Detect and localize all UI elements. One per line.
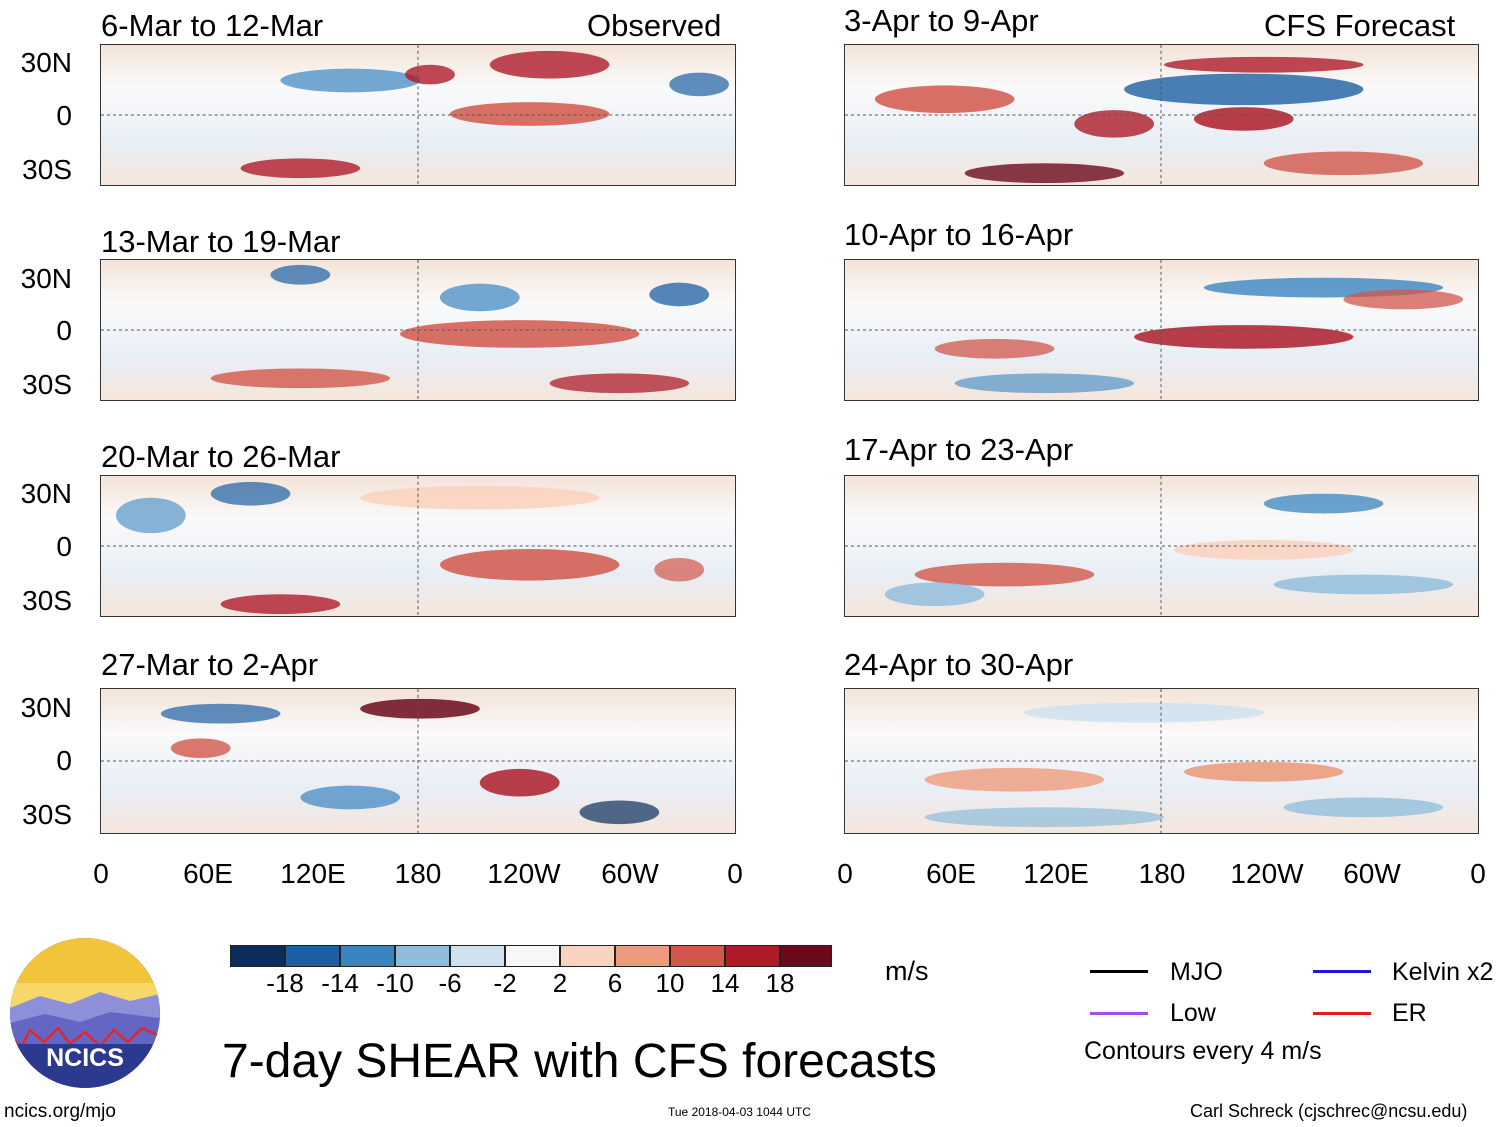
map-panel-obs-1	[100, 44, 736, 186]
xlabel-left-120w: 120W	[487, 858, 561, 889]
panel-title-fc-4: 24-Apr to 30-Apr	[844, 647, 1074, 682]
panel-title-fc-3: 17-Apr to 23-Apr	[844, 432, 1074, 467]
xlabel-right-120w: 120W	[1230, 858, 1304, 889]
colorbar-swatch-4	[395, 945, 450, 967]
panel-title-obs-1: 6-Mar to 12-Mar	[101, 8, 324, 43]
ylabel-30n-2: 30N	[20, 263, 72, 294]
colorbar-label: -18	[266, 968, 304, 998]
xlabel-right-120e: 120E	[1023, 858, 1089, 889]
colorbar-swatch-9	[670, 945, 725, 967]
map-panel-obs-3	[100, 475, 736, 617]
colorbar-swatch-2	[285, 945, 340, 967]
ylabel-30n-3: 30N	[20, 478, 72, 509]
ylabel-eq-2: 0	[56, 315, 72, 346]
ylabel-30n-4: 30N	[20, 692, 72, 723]
logo-text: NCICS	[46, 1044, 124, 1072]
xlabel-left-60e: 60E	[183, 858, 233, 889]
panel-title-obs-3: 20-Mar to 26-Mar	[101, 439, 341, 474]
ylabel-30s-1: 30S	[22, 154, 72, 185]
colorbar-swatch-8	[615, 945, 670, 967]
legend-line-kelvin	[1313, 970, 1371, 973]
panel-title-obs-4: 27-Mar to 2-Apr	[101, 647, 319, 682]
map-panel-obs-2	[100, 259, 736, 401]
legend-line-er	[1313, 1012, 1371, 1015]
legend-label-er: ER	[1392, 999, 1427, 1027]
xlabel-right-360: 0	[1470, 858, 1486, 889]
panel-title-fc-2: 10-Apr to 16-Apr	[844, 217, 1074, 252]
observed-header: Observed	[587, 8, 722, 43]
footer-author: Carl Schreck (cjschrec@ncsu.edu)	[1190, 1101, 1468, 1121]
colorbar-swatch-7	[560, 945, 615, 967]
colorbar-swatch-3	[340, 945, 395, 967]
ylabel-30s-3: 30S	[22, 585, 72, 616]
xlabel-left-0: 0	[93, 858, 109, 889]
panel-title-fc-1: 3-Apr to 9-Apr	[844, 3, 1039, 38]
xlabel-right-0: 0	[837, 858, 853, 889]
colorbar-label: 2	[552, 968, 568, 998]
map-panel-fc-1	[844, 44, 1479, 186]
colorbar-label: 18	[765, 968, 795, 998]
ylabel-30s-4: 30S	[22, 799, 72, 830]
xlabel-right-180: 180	[1138, 858, 1186, 889]
legend-label-kelvin: Kelvin x2	[1392, 958, 1494, 986]
colorbar-swatch-11	[780, 945, 832, 967]
colorbar-label: -2	[493, 968, 517, 998]
map-panel-fc-2	[844, 259, 1479, 401]
cfs-forecast-header: CFS Forecast	[1264, 8, 1456, 43]
ylabel-30n-1: 30N	[20, 47, 72, 78]
ylabel-eq-1: 0	[56, 100, 72, 131]
colorbar-label: 6	[607, 968, 623, 998]
map-panel-fc-4	[844, 688, 1479, 834]
footer-timestamp: Tue 2018-04-03 1044 UTC	[668, 1105, 811, 1119]
xlabel-left-120e: 120E	[280, 858, 346, 889]
legend-line-mjo	[1090, 970, 1148, 973]
panel-title-obs-2: 13-Mar to 19-Mar	[101, 224, 341, 259]
main-title: 7-day SHEAR with CFS forecasts	[222, 1035, 937, 1088]
colorbar-label: 14	[710, 968, 740, 998]
colorbar-unit: m/s	[885, 956, 929, 986]
ylabel-eq-3: 0	[56, 531, 72, 562]
colorbar-swatch-6	[505, 945, 560, 967]
xlabel-right-60e: 60E	[926, 858, 976, 889]
legend-label-low: Low	[1170, 999, 1216, 1027]
xlabel-left-180: 180	[394, 858, 442, 889]
ylabel-30s-2: 30S	[22, 369, 72, 400]
legend-contour-note: Contours every 4 m/s	[1084, 1037, 1322, 1065]
colorbar-label: -6	[438, 968, 462, 998]
ncics-logo: NCICS	[10, 938, 160, 1088]
colorbar-swatch-10	[725, 945, 780, 967]
colorbar-swatch-1	[230, 945, 285, 967]
ylabel-eq-4: 0	[56, 745, 72, 776]
xlabel-left-360: 0	[727, 858, 743, 889]
xlabel-right-60w: 60W	[1343, 858, 1401, 889]
colorbar-swatch-5	[450, 945, 505, 967]
legend-line-low	[1090, 1012, 1148, 1015]
colorbar-label: 10	[655, 968, 685, 998]
footer-site: ncics.org/mjo	[4, 1101, 116, 1122]
map-panel-fc-3	[844, 475, 1479, 617]
xlabel-left-60w: 60W	[601, 858, 659, 889]
map-panel-obs-4	[100, 688, 736, 834]
colorbar-label: -10	[376, 968, 414, 998]
colorbar-label: -14	[321, 968, 359, 998]
legend-label-mjo: MJO	[1170, 958, 1223, 986]
